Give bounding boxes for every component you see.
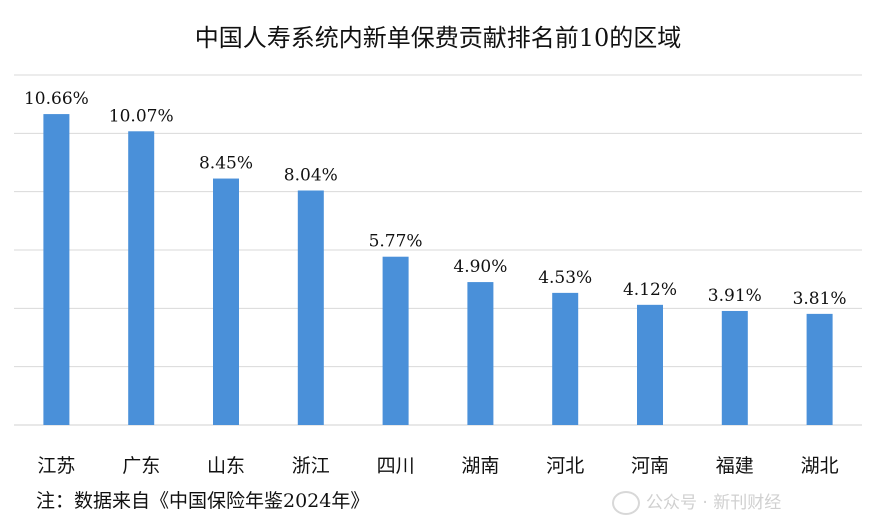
watermark: 公众号 · 新刊财经 xyxy=(612,488,781,515)
category-label-5: 四川 xyxy=(377,455,415,477)
bar-1 xyxy=(43,114,70,425)
value-label-7: 4.53% xyxy=(538,268,592,288)
bar-2 xyxy=(128,131,155,425)
chart-title: 中国人寿系统内新单保费贡献排名前10的区域 xyxy=(194,24,682,52)
value-label-1: 10.66% xyxy=(24,89,89,109)
bar-7 xyxy=(552,292,579,425)
category-label-1: 江苏 xyxy=(37,455,75,477)
value-label-4: 8.04% xyxy=(284,166,338,186)
bar-9 xyxy=(721,310,748,425)
gridlines xyxy=(14,74,862,426)
category-labels: 江苏 广东 山东 浙江 四川 湖南 河北 河南 福建 湖北 xyxy=(37,455,838,477)
value-label-6: 4.90% xyxy=(453,257,507,277)
category-label-2: 广东 xyxy=(122,455,160,477)
bar-8 xyxy=(637,304,663,425)
bar-10 xyxy=(806,313,833,425)
bar-6 xyxy=(467,282,494,425)
category-label-3: 山东 xyxy=(207,455,245,477)
value-label-9: 3.91% xyxy=(708,286,762,306)
wechat-icon xyxy=(612,491,640,515)
category-label-4: 浙江 xyxy=(292,455,330,477)
bar-4 xyxy=(297,190,324,425)
watermark-text: 公众号 · 新刊财经 xyxy=(646,493,782,513)
value-label-8: 4.12% xyxy=(623,280,677,300)
category-label-10: 湖北 xyxy=(801,455,839,477)
value-label-10: 3.81% xyxy=(793,289,847,309)
bar-3 xyxy=(213,178,239,425)
category-label-9: 福建 xyxy=(716,455,754,477)
bar-5 xyxy=(382,256,409,425)
category-label-8: 河南 xyxy=(631,455,669,477)
value-labels: 10.66% 10.07% 8.45% 8.04% 5.77% 4.90% 4.53% 4.1… xyxy=(24,89,847,309)
footnote: 注：数据来自《中国保险年鉴2024年》 xyxy=(36,490,370,512)
category-label-7: 河北 xyxy=(546,455,584,477)
category-label-6: 湖南 xyxy=(461,455,499,477)
value-label-3: 8.45% xyxy=(199,154,253,174)
bars xyxy=(43,114,833,425)
value-label-5: 5.77% xyxy=(369,232,423,252)
value-label-2: 10.07% xyxy=(109,106,174,126)
